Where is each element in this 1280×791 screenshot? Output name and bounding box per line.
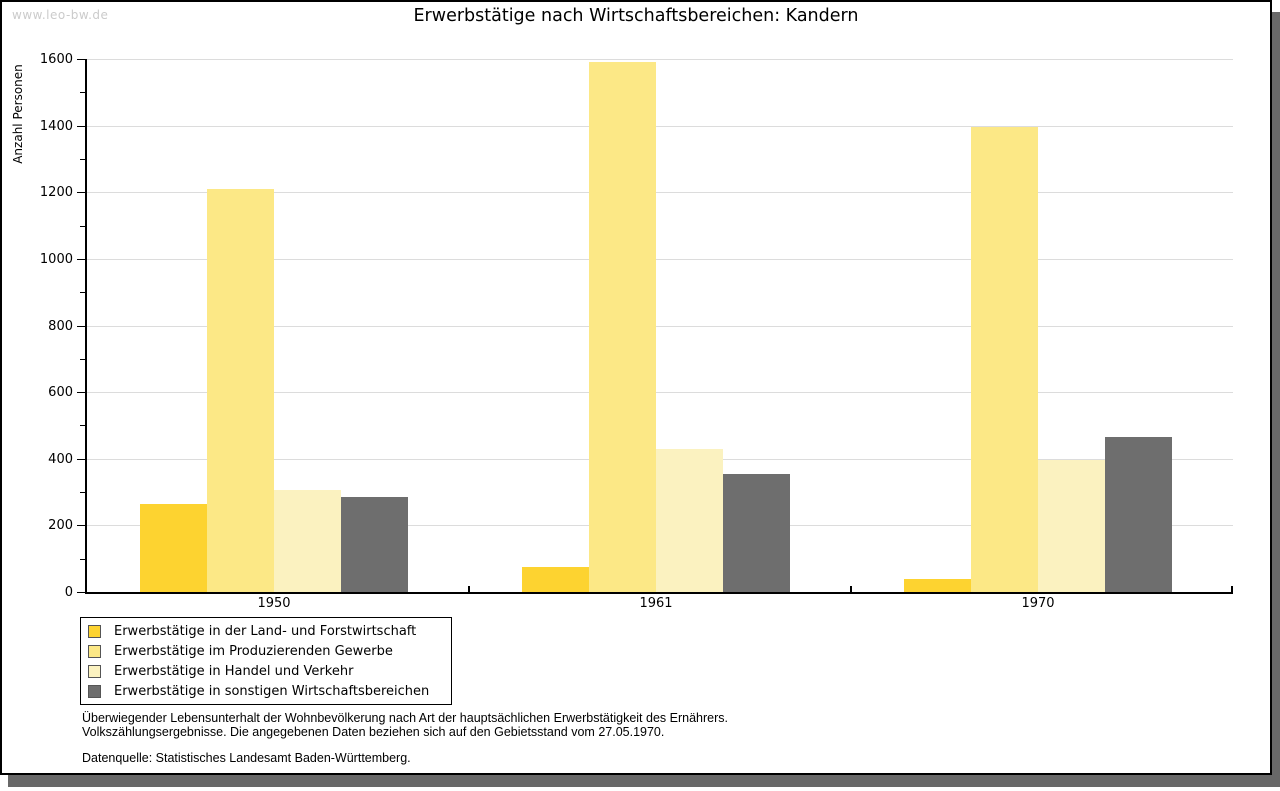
y-tick-label: 1000 [39, 251, 73, 267]
x-axis-separator-tick [850, 586, 852, 592]
bar-1-1961 [522, 567, 589, 592]
chart-title: Erwerbstätige nach Wirtschaftsbereichen:… [413, 6, 859, 26]
footnote-line-2: Volkszählungsergebnisse. Die angegebenen… [82, 725, 665, 739]
y-tick-major [77, 525, 85, 527]
legend-label: Erwerbstätige in Handel und Verkehr [114, 663, 354, 679]
y-tick-major [77, 392, 85, 394]
y-tick-label: 200 [48, 518, 73, 534]
gridline [87, 59, 1233, 60]
y-tick-minor [80, 492, 85, 494]
legend-label: Erwerbstätige in der Land- und Forstwirt… [114, 623, 417, 639]
y-tick-label: 800 [48, 318, 73, 334]
bar-1-1950 [140, 503, 207, 592]
y-tick-label: 600 [48, 385, 73, 401]
x-tick-label: 1970 [1021, 596, 1055, 611]
y-tick-label: 0 [64, 585, 73, 600]
y-tick-minor [80, 558, 85, 560]
gridline [87, 258, 1233, 260]
bar-3-1950 [274, 490, 341, 592]
y-tick-minor [80, 425, 85, 427]
legend-item: Erwerbstätige im Produzierenden Gewerbe [88, 641, 451, 661]
legend-item: Erwerbstätige in Handel und Verkehr [88, 661, 451, 681]
chart-page: www.leo-bw.de Erwerbstätige nach Wirtsch… [0, 0, 1272, 775]
legend-label: Erwerbstätige in sonstigen Wirtschaftsbe… [114, 683, 430, 699]
y-tick-major [77, 125, 85, 127]
legend-swatch-icon [88, 644, 101, 658]
legend-item: Erwerbstätige in der Land- und Forstwirt… [88, 621, 451, 641]
legend-label: Erwerbstätige im Produzierenden Gewerbe [114, 643, 393, 659]
gridline [87, 325, 1233, 327]
y-axis-label: Anzahl Personen [11, 64, 25, 164]
x-axis-line [85, 592, 1233, 594]
y-tick-major [77, 258, 85, 260]
legend-item: Erwerbstätige in sonstigen Wirtschaftsbe… [88, 681, 451, 701]
x-tick-label: 1961 [639, 596, 673, 611]
watermark: www.leo-bw.de [12, 8, 109, 22]
legend-swatch-icon [88, 624, 101, 638]
y-tick-major [77, 59, 85, 60]
gridline [87, 125, 1233, 127]
y-tick-major [77, 592, 85, 593]
y-tick-label: 400 [48, 451, 73, 467]
gridline [87, 192, 1233, 194]
x-tick-label: 1950 [257, 596, 291, 611]
bar-3-1961 [656, 448, 723, 592]
y-tick-label: 1400 [39, 118, 73, 134]
plot-area: 0 200 400 600 800 1000 1200 1400 1600 1950 1961 197… [40, 52, 1233, 611]
data-source-text: Datenquelle: Statistisches Landesamt Bad… [82, 751, 411, 765]
y-tick-major [77, 458, 85, 460]
legend-swatch-icon [88, 664, 101, 678]
footnote-line-1: Überwiegender Lebensunterhalt der Wohnbe… [82, 711, 728, 725]
gridline [87, 392, 1233, 394]
y-tick-major [77, 192, 85, 194]
y-tick-label: 1600 [39, 52, 73, 67]
y-tick-minor [80, 292, 85, 294]
bar-2-1950 [207, 188, 274, 592]
legend-swatch-icon [88, 684, 101, 698]
y-tick-major [77, 325, 85, 327]
bar-4-1961 [723, 473, 790, 592]
y-axis-line [85, 59, 87, 594]
bar-2-1961 [589, 62, 656, 592]
y-tick-minor [80, 358, 85, 360]
bar-4-1950 [341, 497, 408, 592]
y-tick-minor [80, 158, 85, 160]
bar-2-1970 [971, 127, 1038, 592]
x-axis-separator-tick [468, 586, 470, 592]
bar-1-1970 [904, 579, 971, 592]
y-tick-minor [80, 92, 85, 94]
bar-4-1970 [1105, 437, 1172, 592]
legend: Erwerbstätige in der Land- und Forstwirt… [80, 617, 452, 705]
footnote-text: Überwiegender Lebensunterhalt der Wohnbe… [82, 711, 728, 739]
y-tick-minor [80, 225, 85, 227]
x-axis-end-tick [1231, 586, 1233, 592]
y-tick-label: 1200 [39, 185, 73, 201]
bar-3-1970 [1038, 460, 1105, 592]
